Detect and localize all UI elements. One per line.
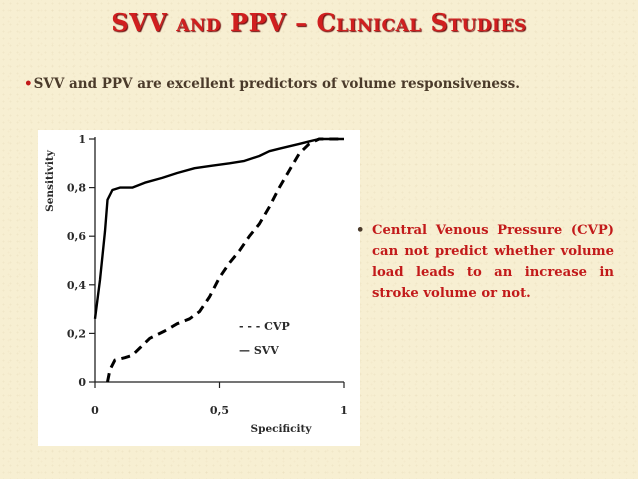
legend-entry-cvp: - - - CVP — [239, 320, 290, 333]
chart-panel: 0 0,2 0,4 0,6 0,8 1 0 0,5 1 Specificity Sensitivit… — [38, 130, 360, 446]
x-tick-label: 0,5 — [210, 404, 229, 417]
series-line-cvp — [106, 137, 344, 383]
x-axis-title: Specificity — [251, 423, 313, 435]
legend-entry-svv: — SVV — [239, 344, 279, 357]
slide-title: SVV and PPV – Clinical Studies — [111, 8, 527, 37]
y-tick-label: 0,4 — [67, 279, 86, 292]
y-tick-label: 0,2 — [67, 327, 86, 340]
subtitle-text: SVV and PPV are excellent predictors of … — [33, 76, 520, 92]
cvp-bullet: • Central Venous Pressure (CVP) can not … — [356, 220, 614, 304]
x-tick-label: 0 — [91, 404, 99, 417]
roc-chart: 0 0,2 0,4 0,6 0,8 1 0 0,5 1 Specificity Sensitivit… — [44, 133, 348, 435]
x-tick-label: 1 — [340, 404, 348, 417]
y-tick-label: 1 — [78, 133, 86, 146]
bullet-marker: • — [356, 223, 365, 238]
subtitle-line: •SVV and PPV are excellent predictors of… — [24, 76, 624, 92]
series-line-svv — [93, 137, 344, 319]
bullet-text: Central Venous Pressure (CVP) can not pr… — [372, 223, 614, 301]
y-axis-title: Sensitivity — [44, 149, 56, 212]
y-tick-label: 0,8 — [67, 182, 86, 195]
y-tick-label: 0 — [78, 376, 86, 389]
y-tick-label: 0,6 — [67, 230, 86, 243]
subtitle-bullet: • — [24, 76, 33, 92]
